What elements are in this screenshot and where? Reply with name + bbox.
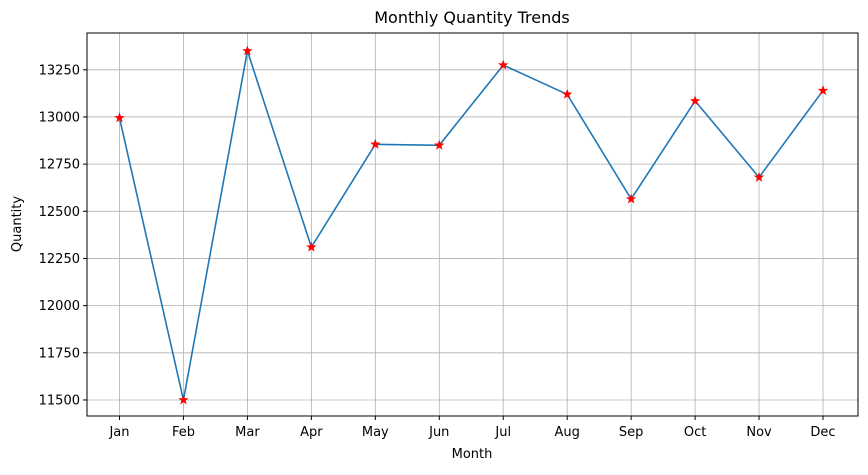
x-tick-label: Apr [300, 425, 323, 440]
x-tick-label: Nov [746, 425, 772, 440]
data-point-star [370, 138, 381, 149]
chart-title: Monthly Quantity Trends [374, 8, 570, 27]
y-tick-label: 12500 [39, 205, 80, 220]
data-point-star [178, 394, 189, 405]
data-point-star [625, 193, 637, 204]
plot-area-frame [86, 32, 859, 417]
x-tick-label: Jul [494, 425, 511, 440]
x-tick-label: Jun [428, 425, 449, 440]
data-point-star [242, 45, 253, 56]
y-axis-label: Quantity [10, 196, 25, 252]
data-point-star [689, 95, 701, 106]
x-tick-label: Dec [810, 425, 835, 440]
data-point-star [114, 112, 125, 123]
x-tick-label: Sep [619, 425, 644, 440]
data-point-star [753, 171, 765, 182]
x-tick-label: Oct [684, 425, 706, 440]
series-line [118, 50, 824, 401]
x-tick-label: Feb [172, 425, 195, 440]
data-point-star [561, 88, 573, 99]
y-tick-label: 13000 [39, 110, 80, 125]
y-tick-label: 12250 [39, 252, 80, 267]
y-tick-label: 12750 [39, 158, 80, 173]
y-axis-ticks: 11500 11750 12000 12250 12500 12750 13000 13250 [39, 63, 87, 408]
x-axis-ticks: Jan Feb Mar Apr May Jun Jul Aug Sep Oct Nov Dec [108, 416, 836, 440]
y-tick-label: 13250 [39, 63, 80, 78]
x-tick-label: Aug [554, 425, 579, 440]
x-tick-label: Jan [108, 425, 129, 440]
y-tick-label: 11500 [39, 393, 80, 408]
data-markers [114, 45, 829, 405]
data-point-star [817, 85, 829, 95]
y-tick-label: 12000 [39, 299, 80, 314]
y-tick-label: 11750 [39, 346, 80, 361]
data-point-star [434, 139, 445, 150]
x-tick-label: May [362, 425, 389, 440]
x-axis-label: Month [452, 447, 493, 462]
x-tick-label: Mar [235, 425, 260, 440]
data-point-star [306, 241, 317, 252]
grid-lines [87, 33, 858, 416]
data-point-star [498, 59, 509, 70]
